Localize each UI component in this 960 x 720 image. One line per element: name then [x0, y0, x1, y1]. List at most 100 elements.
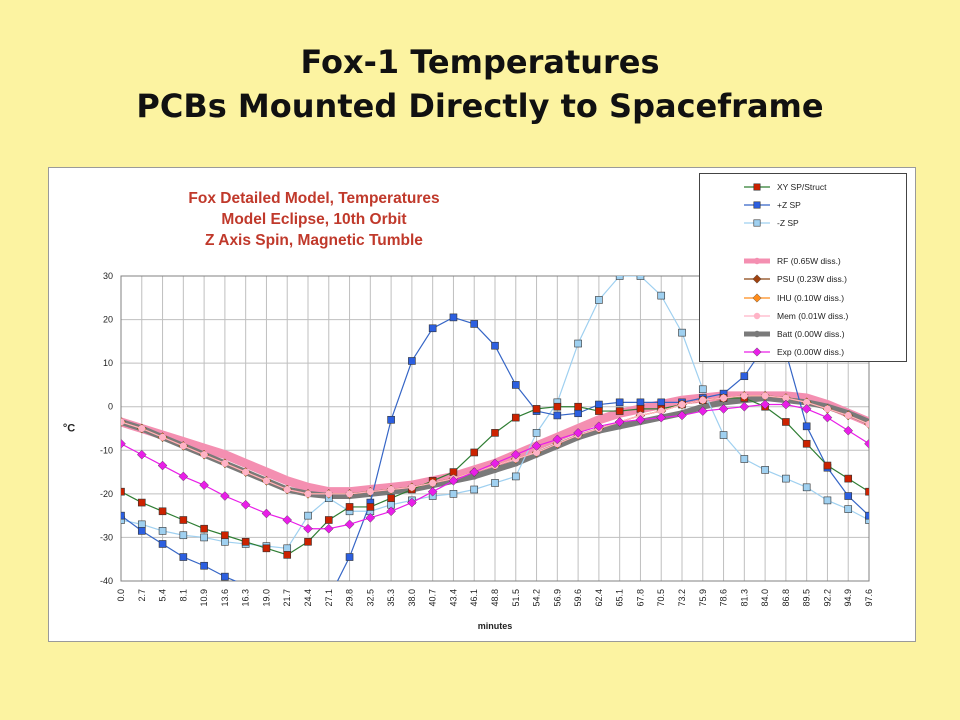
data-point	[366, 488, 374, 496]
data-point	[491, 429, 499, 437]
chart-title-line-2: Model Eclipse, 10th Orbit	[221, 211, 407, 228]
data-point	[427, 486, 438, 497]
legend-swatch	[744, 257, 770, 265]
data-point	[158, 507, 167, 516]
data-point	[656, 412, 667, 423]
data-point	[533, 448, 541, 456]
data-point	[121, 438, 126, 449]
data-point	[121, 516, 125, 524]
legend-label: RF (0.65W diss.)	[777, 256, 841, 266]
x-tick-label: 10.9	[199, 589, 209, 607]
legend-label: Exp (0.00W diss.)	[777, 347, 845, 357]
data-point	[802, 439, 811, 448]
data-point	[283, 544, 292, 553]
data-point	[552, 434, 563, 445]
x-tick-label: 54.2	[532, 589, 542, 607]
y-tick-label: 0	[108, 402, 113, 412]
x-tick-label: 5.4	[158, 589, 168, 602]
legend-marker	[753, 201, 761, 209]
x-tick-label: 40.7	[428, 589, 438, 607]
legend-item: +Z SP	[700, 198, 906, 212]
data-point	[636, 276, 645, 280]
legend-marker	[752, 274, 762, 284]
data-point	[657, 407, 665, 415]
data-point	[387, 415, 395, 424]
chart-title-line-1: Fox Detailed Model, Temperatures	[188, 190, 440, 207]
y-tick-label: -10	[100, 445, 113, 455]
data-point	[200, 524, 208, 533]
x-tick-label: 59.6	[573, 589, 583, 607]
data-point	[823, 496, 832, 505]
legend-item: PSU (0.23W diss.)	[700, 272, 906, 286]
data-point	[305, 484, 311, 491]
data-point	[137, 498, 146, 507]
data-point	[595, 407, 603, 415]
x-tick-label: 2.7	[137, 589, 147, 602]
data-point	[801, 404, 812, 414]
x-tick-label: 75.9	[698, 589, 708, 607]
data-point	[865, 420, 869, 428]
data-point	[574, 402, 582, 411]
data-point	[344, 519, 355, 530]
x-tick-label: 97.6	[864, 589, 874, 607]
data-point	[137, 527, 146, 535]
x-tick-label: 67.8	[635, 589, 645, 607]
data-point	[823, 461, 832, 470]
legend-item: Mem (0.01W diss.)	[700, 309, 906, 323]
slide-title-line-2: PCBs Mounted Directly to Spaceframe	[136, 87, 824, 125]
legend-swatch	[744, 274, 770, 284]
x-tick-label: 78.6	[719, 589, 729, 607]
x-tick-label: 73.2	[677, 589, 687, 607]
legend-marker	[753, 219, 761, 227]
x-tick-label: 92.2	[822, 589, 832, 607]
data-point	[303, 523, 313, 534]
legend-swatch	[744, 330, 770, 338]
data-point	[470, 448, 479, 457]
legend-label: IHU (0.10W diss.)	[777, 293, 845, 303]
data-point	[304, 537, 312, 546]
data-point	[200, 451, 208, 459]
data-point	[220, 491, 230, 501]
data-point	[614, 417, 625, 427]
legend-label: -Z SP	[777, 218, 799, 228]
legend-label: Batt (0.00W diss.)	[777, 329, 845, 339]
x-tick-label: 38.0	[407, 589, 417, 607]
data-point	[782, 474, 790, 483]
data-point	[782, 418, 790, 426]
data-point	[242, 460, 249, 467]
data-point	[199, 480, 209, 490]
data-point	[782, 394, 790, 402]
data-point	[699, 396, 707, 404]
data-point	[697, 406, 708, 416]
data-point	[532, 405, 541, 413]
data-point	[386, 506, 396, 517]
data-point	[304, 490, 312, 498]
data-point	[678, 401, 686, 409]
x-axis-label: minutes	[478, 621, 513, 631]
data-point	[469, 467, 480, 477]
data-point	[678, 328, 686, 337]
data-point	[282, 515, 293, 525]
data-point	[323, 523, 334, 534]
data-point	[802, 422, 811, 431]
data-point	[121, 418, 125, 426]
y-tick-label: -40	[100, 576, 113, 586]
data-point	[865, 511, 869, 520]
legend-item: IHU (0.10W diss.)	[700, 291, 906, 305]
data-point	[657, 398, 666, 407]
data-point	[449, 313, 458, 322]
data-point	[159, 433, 167, 441]
legend-swatch	[744, 201, 770, 209]
y-tick-label: -30	[100, 532, 113, 542]
data-point	[823, 405, 831, 413]
data-point	[761, 392, 769, 400]
data-point	[158, 540, 167, 548]
legend-marker	[753, 330, 761, 338]
data-point	[179, 531, 188, 540]
slide-title-line-1: Fox-1 Temperatures	[300, 43, 660, 81]
data-point	[241, 537, 250, 546]
x-tick-label: 46.1	[469, 589, 479, 607]
data-point	[865, 487, 869, 496]
x-tick-label: 0.0	[116, 589, 126, 602]
data-point	[491, 341, 499, 350]
